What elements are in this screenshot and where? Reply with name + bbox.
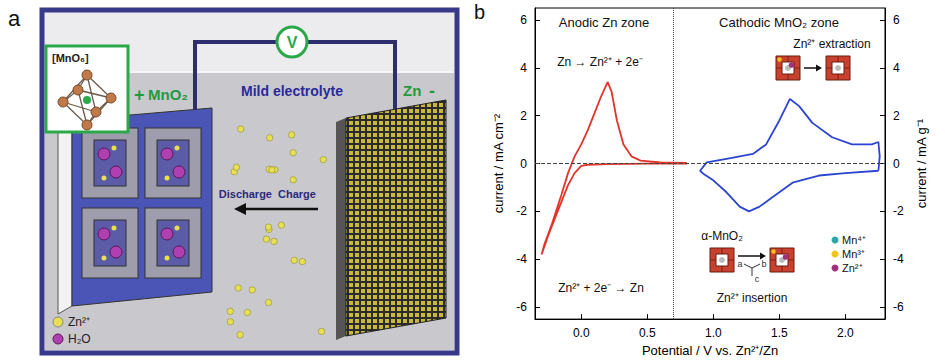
svg-text:Zn²⁺ insertion: Zn²⁺ insertion <box>717 291 788 305</box>
svg-text:Potential / V vs. Zn²⁺/Zn: Potential / V vs. Zn²⁺/Zn <box>642 343 778 358</box>
svg-text:Zn²⁺ extraction: Zn²⁺ extraction <box>793 37 870 51</box>
svg-text:+: + <box>134 85 145 105</box>
svg-text:0: 0 <box>520 157 527 171</box>
svg-text:Zn → Zn²⁺ + 2e⁻: Zn → Zn²⁺ + 2e⁻ <box>557 55 643 69</box>
svg-text:a: a <box>737 259 742 269</box>
svg-text:1.0: 1.0 <box>705 326 722 340</box>
svg-text:α-MnO₂: α-MnO₂ <box>701 229 743 243</box>
svg-text:Charge: Charge <box>278 188 316 200</box>
svg-text:b: b <box>761 259 766 269</box>
svg-text:-6: -6 <box>516 300 527 314</box>
svg-text:Mn³⁺: Mn³⁺ <box>842 248 865 260</box>
svg-text:-6: -6 <box>893 300 904 314</box>
svg-text:0: 0 <box>893 157 900 171</box>
svg-text:c: c <box>755 274 760 284</box>
svg-text:0.0: 0.0 <box>573 326 590 340</box>
svg-text:Zn²⁺: Zn²⁺ <box>842 262 863 274</box>
svg-text:Zn²⁺ + 2e⁻ → Zn: Zn²⁺ + 2e⁻ → Zn <box>558 281 644 295</box>
svg-text:Cathodic MnO₂ zone: Cathodic MnO₂ zone <box>719 15 839 30</box>
svg-text:-2: -2 <box>893 204 904 218</box>
svg-text:V: V <box>287 34 298 51</box>
svg-text:-4: -4 <box>516 252 527 266</box>
svg-text:-2: -2 <box>516 204 527 218</box>
svg-text:Zn²⁺: Zn²⁺ <box>68 315 90 329</box>
svg-text:Anodic Zn zone: Anodic Zn zone <box>559 15 649 30</box>
svg-text:current / mA g⁻¹: current / mA g⁻¹ <box>914 118 929 208</box>
svg-text:0.5: 0.5 <box>639 326 656 340</box>
svg-text:4: 4 <box>520 61 527 75</box>
svg-text:Discharge: Discharge <box>219 188 272 200</box>
svg-text:1.5: 1.5 <box>771 326 788 340</box>
svg-text:2: 2 <box>520 109 527 123</box>
svg-text:2: 2 <box>893 109 900 123</box>
svg-text:-: - <box>429 81 435 101</box>
svg-text:Mild electrolyte: Mild electrolyte <box>241 83 343 99</box>
svg-text:[MnO₆]: [MnO₆] <box>52 52 89 64</box>
svg-text:4: 4 <box>893 61 900 75</box>
svg-text:2.0: 2.0 <box>837 326 854 340</box>
svg-text:MnO₂: MnO₂ <box>148 86 188 103</box>
svg-text:H₂O: H₂O <box>68 332 91 346</box>
svg-text:-4: -4 <box>893 252 904 266</box>
svg-text:b: b <box>474 1 485 23</box>
svg-text:current / mA cm⁻²: current / mA cm⁻² <box>491 113 506 213</box>
svg-text:6: 6 <box>893 13 900 27</box>
svg-text:Zn: Zn <box>403 82 421 99</box>
svg-text:a: a <box>8 6 21 31</box>
svg-text:Mn⁴⁺: Mn⁴⁺ <box>842 234 866 246</box>
svg-text:6: 6 <box>520 13 527 27</box>
